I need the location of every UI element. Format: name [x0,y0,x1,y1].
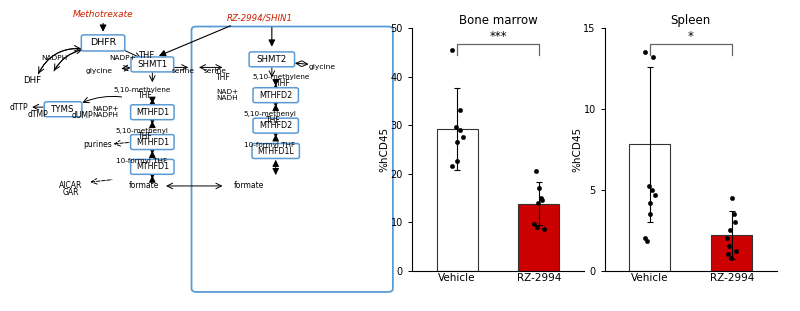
Point [638,50,651,55]
Point [641,239,654,244]
Text: NADH: NADH [217,95,238,101]
Text: NADP+: NADP+ [92,106,118,112]
FancyBboxPatch shape [82,35,125,51]
FancyBboxPatch shape [131,57,174,72]
Title: Spleen: Spleen [670,14,711,27]
Text: NADPH: NADPH [93,112,118,118]
Text: AICAR: AICAR [59,181,82,190]
Text: GAR: GAR [62,188,79,197]
Text: 5,10-methylene: 5,10-methylene [113,87,170,93]
Title: Bone marrow: Bone marrow [458,14,538,27]
Text: dTMP: dTMP [28,110,49,119]
FancyBboxPatch shape [249,52,294,67]
Text: DHFR: DHFR [90,39,116,48]
Text: THF: THF [276,79,291,88]
Point [727,211,740,216]
Text: THF: THF [266,116,281,125]
Text: NADPH: NADPH [42,55,68,62]
Text: 5,10-methenyl: 5,10-methenyl [115,128,168,134]
Y-axis label: %hCD45: %hCD45 [572,127,582,172]
Point [530,225,543,230]
Text: 10-formyl THF: 10-formyl THF [116,158,167,164]
Point [649,192,662,197]
FancyBboxPatch shape [44,102,82,117]
Bar [630,144,670,271]
Point [644,200,657,205]
Text: NAD+: NAD+ [216,89,238,95]
Point [646,187,659,192]
Text: THF: THF [138,51,154,60]
Point [531,200,544,205]
Text: MTHFD1: MTHFD1 [136,162,169,171]
FancyBboxPatch shape [252,144,299,159]
Bar [437,129,478,271]
Point [725,255,738,260]
FancyBboxPatch shape [253,118,298,133]
Text: TYMS: TYMS [51,105,75,114]
FancyBboxPatch shape [191,26,393,292]
Bar [711,235,752,271]
Point [536,198,549,203]
Text: SHMT2: SHMT2 [257,55,287,64]
Text: MTHFD1L: MTHFD1L [258,146,294,156]
Text: purines: purines [83,140,112,149]
Text: serine: serine [172,68,195,74]
Point [450,159,463,164]
Point [451,140,464,145]
Point [646,55,659,60]
Text: MTHFD1: MTHFD1 [136,137,169,146]
Text: THF: THF [138,132,153,142]
Point [446,164,458,169]
Point [730,249,743,254]
Text: THF: THF [138,91,153,100]
Text: glycine: glycine [309,63,336,70]
Text: Methotrexate: Methotrexate [73,10,134,19]
Y-axis label: %hCD45: %hCD45 [379,127,390,172]
Text: *: * [688,30,694,43]
Point [454,128,466,132]
Point [643,211,656,216]
Text: glycine: glycine [86,68,113,74]
Point [723,244,736,249]
Text: serine: serine [204,68,227,74]
FancyBboxPatch shape [130,105,174,120]
Text: MTHFD1: MTHFD1 [136,108,169,117]
Text: 10-formyl THF: 10-formyl THF [244,142,295,148]
Text: RZ-2994/SHIN1: RZ-2994/SHIN1 [227,14,294,23]
Point [726,195,738,200]
Point [722,252,735,257]
FancyBboxPatch shape [130,159,174,174]
Point [538,227,550,232]
Bar [518,204,559,271]
FancyBboxPatch shape [130,135,174,150]
FancyBboxPatch shape [253,88,298,103]
Point [638,236,651,241]
Text: MTHFD2: MTHFD2 [259,121,292,130]
Text: dUMP: dUMP [72,111,94,120]
Text: ***: *** [489,30,507,43]
Text: MTHFD2: MTHFD2 [259,91,292,100]
Text: THF: THF [216,73,230,82]
Text: 5,10-methylene: 5,10-methylene [253,74,310,80]
Point [527,222,540,227]
Point [724,228,737,233]
Point [642,184,655,189]
Text: formate: formate [234,181,264,190]
Text: 5,10-methenyl: 5,10-methenyl [243,111,296,117]
Text: DHF: DHF [23,77,41,85]
Point [534,195,547,200]
Text: NADP+: NADP+ [109,55,136,62]
Point [446,47,458,52]
Point [530,169,542,174]
Point [450,125,462,130]
Point [533,186,546,191]
Text: formate: formate [129,181,159,190]
Point [720,236,733,241]
Text: SHMT1: SHMT1 [138,60,167,69]
Point [456,135,469,140]
Point [729,220,742,225]
Text: dTTP: dTTP [10,103,28,112]
Point [454,108,466,113]
